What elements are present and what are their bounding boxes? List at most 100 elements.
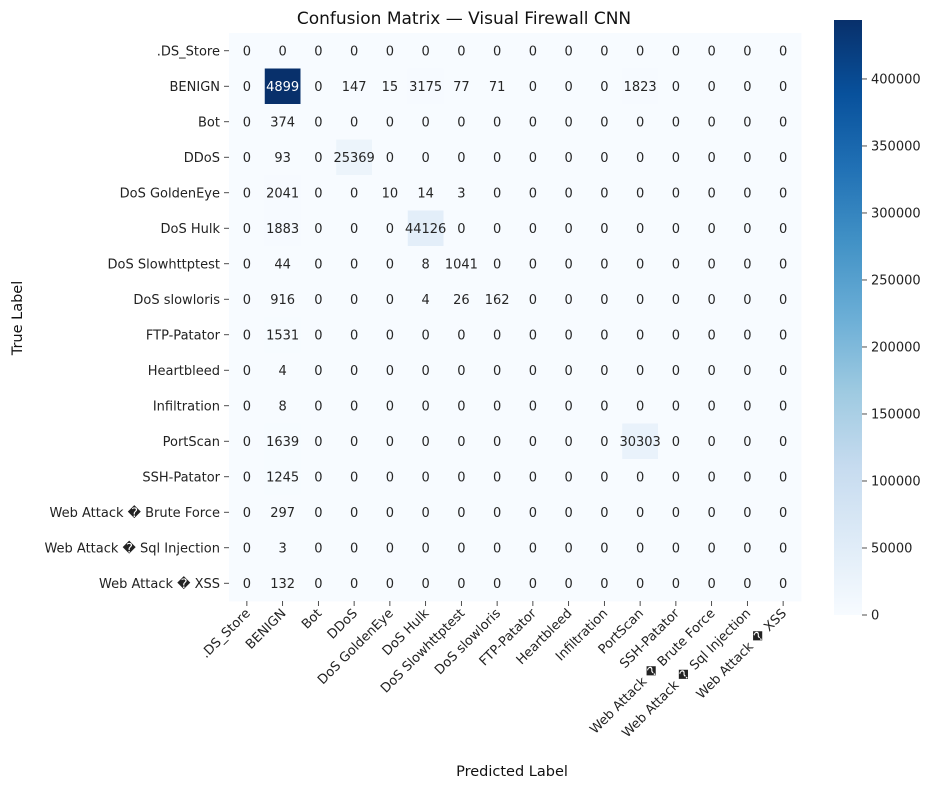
cell-value-label: 0 (743, 151, 751, 166)
cell-value-label: 30303 (619, 435, 660, 450)
cell-value-label: 77 (453, 80, 470, 95)
heatmap-cell (229, 530, 266, 566)
cell-value-label: 0 (672, 257, 680, 272)
cell-value-label: 0 (529, 257, 537, 272)
heatmap-cell (693, 459, 730, 495)
cell-value-label: 0 (564, 328, 572, 343)
heatmap-cell (693, 530, 730, 566)
cell-value-label: 0 (493, 399, 501, 414)
heatmap-cell (693, 139, 730, 176)
heatmap-cell (586, 33, 623, 69)
cell-value-label: 0 (421, 506, 429, 521)
y-tick-label: Web Attack � XSS (99, 575, 220, 592)
cell-value-label: 0 (529, 364, 537, 379)
cell-value-label: 3 (278, 541, 286, 556)
cell-value-label: 0 (314, 541, 322, 556)
heatmap-cell (586, 494, 623, 531)
heatmap-cell (550, 246, 587, 282)
cell-value-label: 0 (529, 328, 537, 343)
cell-value-label: 0 (779, 364, 787, 379)
cell-value-label: 0 (743, 470, 751, 485)
cell-value-label: 0 (457, 506, 465, 521)
heatmap-cell (229, 246, 266, 282)
heatmap-cell (729, 388, 766, 424)
cell-value-label: 0 (350, 115, 358, 130)
heatmap-cell (622, 565, 659, 602)
cell-value-label: 0 (457, 435, 465, 450)
heatmap-cell (765, 68, 802, 105)
heatmap-cell (443, 317, 480, 353)
heatmap-cell (372, 210, 409, 247)
heatmap-cell (443, 246, 480, 282)
heatmap-cell (729, 175, 766, 211)
x-tick-label: Bot (299, 606, 325, 632)
heatmap-cell (658, 494, 695, 531)
cell-value-label: 0 (600, 186, 608, 201)
cell-value-label: 0 (243, 44, 251, 59)
y-tick-label: .DS_Store (157, 44, 220, 59)
cell-value-label: 0 (314, 470, 322, 485)
heatmap-cell (586, 352, 623, 389)
heatmap-cell (693, 175, 730, 211)
heatmap-cell (300, 246, 337, 282)
cell-value-label: 0 (779, 151, 787, 166)
heatmap-cell (515, 494, 552, 531)
heatmap-cell (336, 210, 373, 247)
cell-value-label: 0 (314, 399, 322, 414)
y-tick-label: SSH-Patator (142, 470, 220, 485)
cell-value-label: 0 (457, 115, 465, 130)
cell-value-label: 0 (421, 577, 429, 592)
cell-value-label: 0 (600, 364, 608, 379)
y-tick-label: PortScan (163, 435, 220, 450)
heatmap-cell (550, 175, 587, 211)
y-tick-label: DoS GoldenEye (120, 186, 220, 201)
cell-value-label: 4 (278, 364, 286, 379)
heatmap-cell (336, 246, 373, 282)
heatmap-cell (550, 104, 587, 140)
colorbar-tick-label: 400000 (871, 72, 921, 87)
y-axis-label: True Label (10, 281, 26, 357)
cell-value-label: 0 (243, 399, 251, 414)
heatmap-cell (336, 33, 373, 69)
cell-value-label: 26 (453, 293, 470, 308)
cell-value-label: 0 (457, 328, 465, 343)
heatmap-cell (407, 281, 444, 318)
cell-value-label: 0 (529, 399, 537, 414)
cell-value-label: 0 (564, 44, 572, 59)
cell-value-label: 0 (707, 364, 715, 379)
cell-value-label: 0 (636, 222, 644, 237)
heatmap-cell (550, 68, 587, 105)
cell-value-label: 0 (386, 44, 394, 59)
cell-value-label: 0 (600, 577, 608, 592)
x-tick-label: .DS_Store (198, 606, 253, 661)
x-tick-label: BENIGN (243, 606, 289, 652)
cell-value-label: 0 (600, 80, 608, 95)
cell-value-label: 0 (493, 435, 501, 450)
cell-value-label: 0 (707, 222, 715, 237)
cell-value-label: 0 (779, 328, 787, 343)
cell-value-label: 0 (779, 293, 787, 308)
heatmap-cell (407, 459, 444, 495)
cell-value-label: 0 (314, 328, 322, 343)
heatmap-cell (300, 210, 337, 247)
heatmap-cell (693, 33, 730, 69)
heatmap-cell (407, 352, 444, 389)
heatmap-cell (586, 565, 623, 602)
cell-value-label: 4899 (266, 80, 299, 95)
cell-value-label: 0 (564, 577, 572, 592)
heatmap-cell (622, 104, 659, 140)
heatmap-cell (443, 388, 480, 424)
cell-value-label: 14 (417, 186, 434, 201)
cell-value-label: 0 (672, 115, 680, 130)
cell-value-label: 0 (350, 222, 358, 237)
cell-value-label: 0 (779, 186, 787, 201)
cell-value-label: 0 (564, 257, 572, 272)
heatmap-cell (693, 104, 730, 140)
cell-value-label: 0 (600, 257, 608, 272)
heatmap-cell (586, 68, 623, 105)
heatmap-cell (407, 104, 444, 140)
heatmap-cell (479, 175, 516, 211)
heatmap-cell (336, 388, 373, 424)
heatmap-cell (550, 281, 587, 318)
cell-value-label: 0 (600, 115, 608, 130)
